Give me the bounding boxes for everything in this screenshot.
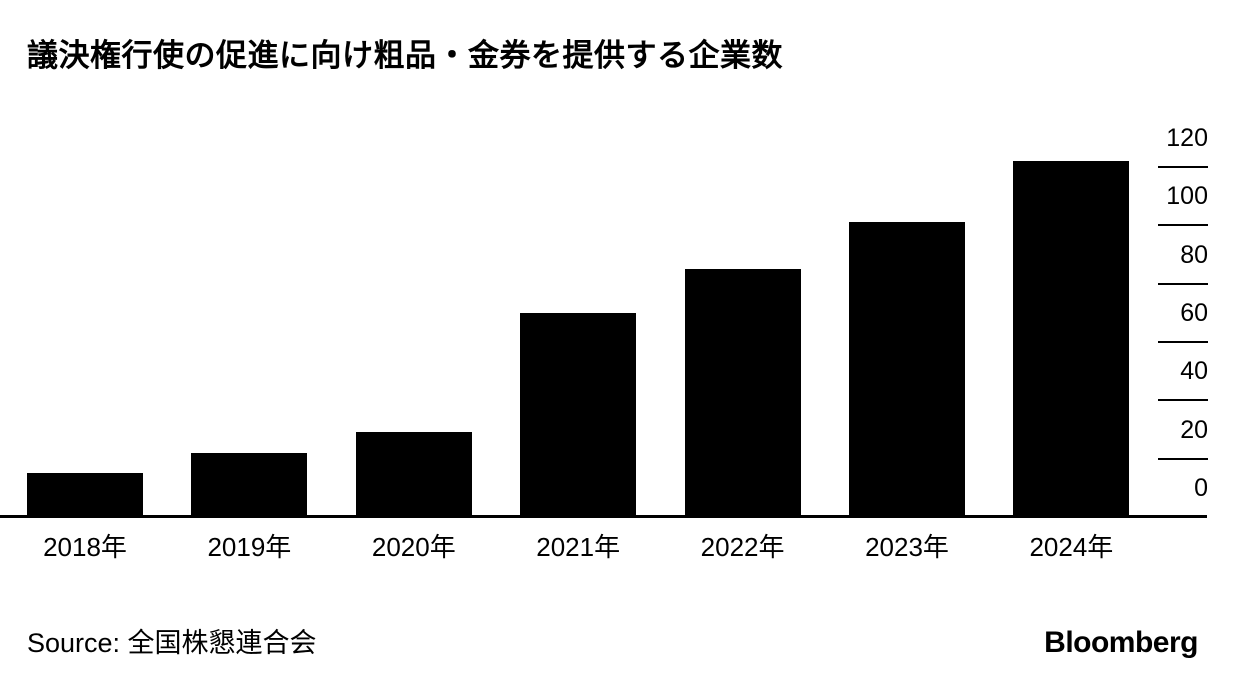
bar-2021 [520, 312, 637, 517]
y-axis-label: 80 [1180, 240, 1208, 269]
y-axis-tick [1158, 399, 1208, 402]
bar-2020 [355, 432, 472, 517]
y-axis-label: 40 [1180, 357, 1208, 386]
bar-2019 [191, 452, 308, 517]
y-axis-tick [1158, 457, 1208, 460]
bar-2023 [849, 222, 965, 517]
x-axis-label: 2024年 [1029, 532, 1114, 562]
y-axis-tick [1158, 282, 1208, 285]
y-axis-tick [1158, 224, 1208, 227]
y-axis-label: 20 [1180, 415, 1208, 444]
x-axis-label: 2023年 [865, 532, 949, 562]
bloomberg-logo: Bloomberg [1044, 626, 1198, 659]
x-axis-line [0, 515, 1207, 518]
chart-title: 議決権行使の促進に向け粗品・金券を提供する企業数 [27, 38, 783, 73]
y-axis-tick [1158, 341, 1208, 343]
source-note: Source: 全国株懇連合会 [27, 628, 317, 658]
y-axis-label: 0 [1194, 474, 1208, 502]
y-axis-label: 60 [1180, 299, 1208, 327]
x-axis-label: 2019年 [207, 532, 292, 562]
x-axis-label: 2022年 [700, 532, 785, 562]
x-axis-label: 2018年 [43, 532, 127, 562]
bar-2018 [27, 473, 143, 517]
y-axis-tick [1158, 166, 1208, 168]
bar-2022 [684, 269, 801, 517]
x-axis-label: 2020年 [371, 532, 456, 562]
x-axis-label: 2021年 [536, 532, 621, 562]
y-axis-label: 100 [1166, 182, 1208, 211]
bar-2024 [1013, 161, 1130, 517]
y-axis-label: 120 [1166, 124, 1208, 152]
